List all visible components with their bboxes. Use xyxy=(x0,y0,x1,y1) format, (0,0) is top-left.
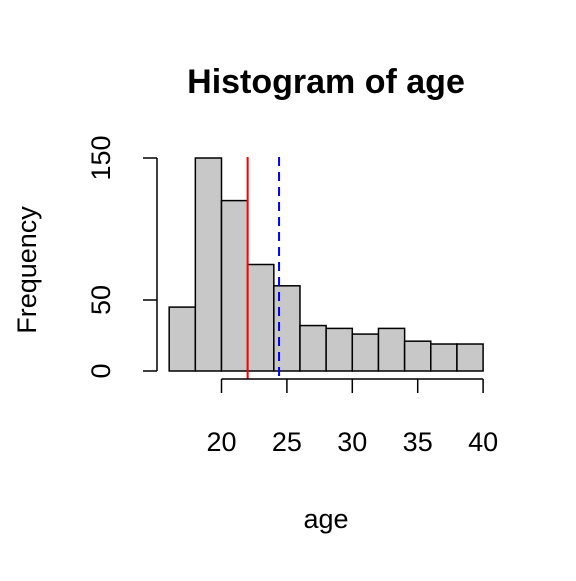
chart-title: Histogram of age xyxy=(187,63,465,101)
histogram-bar-10 xyxy=(430,343,458,372)
histogram-bar-1 xyxy=(194,157,223,372)
histogram-bar-2 xyxy=(220,199,249,372)
x-tick-label-20: 20 xyxy=(206,427,236,457)
x-tick-label-40: 40 xyxy=(468,427,498,457)
x-tick-label-25: 25 xyxy=(272,427,302,457)
x-axis-title: age xyxy=(303,504,348,534)
y-tick-label-50: 50 xyxy=(86,285,116,315)
histogram-bar-7 xyxy=(351,333,380,372)
y-tick-label-0: 0 xyxy=(86,363,116,378)
y-axis-title: Frequency xyxy=(12,206,42,334)
reference-lines-layer xyxy=(246,157,281,379)
histogram-bar-4 xyxy=(273,285,301,372)
x-tick-label-35: 35 xyxy=(403,427,433,457)
histogram-bar-5 xyxy=(299,324,327,372)
bars-layer xyxy=(168,157,484,372)
histogram-bar-6 xyxy=(325,327,354,372)
histogram-bar-0 xyxy=(168,306,197,372)
y-tick-label-150: 150 xyxy=(86,135,116,180)
histogram-bar-11 xyxy=(456,343,484,372)
x-axis: 20 25 30 35 40 xyxy=(206,378,498,457)
histogram-bar-9 xyxy=(403,340,432,372)
histogram-bar-8 xyxy=(377,327,406,372)
y-axis: 0 50 150 xyxy=(86,135,158,379)
histogram-bar-3 xyxy=(246,263,275,372)
x-tick-label-30: 30 xyxy=(337,427,367,457)
